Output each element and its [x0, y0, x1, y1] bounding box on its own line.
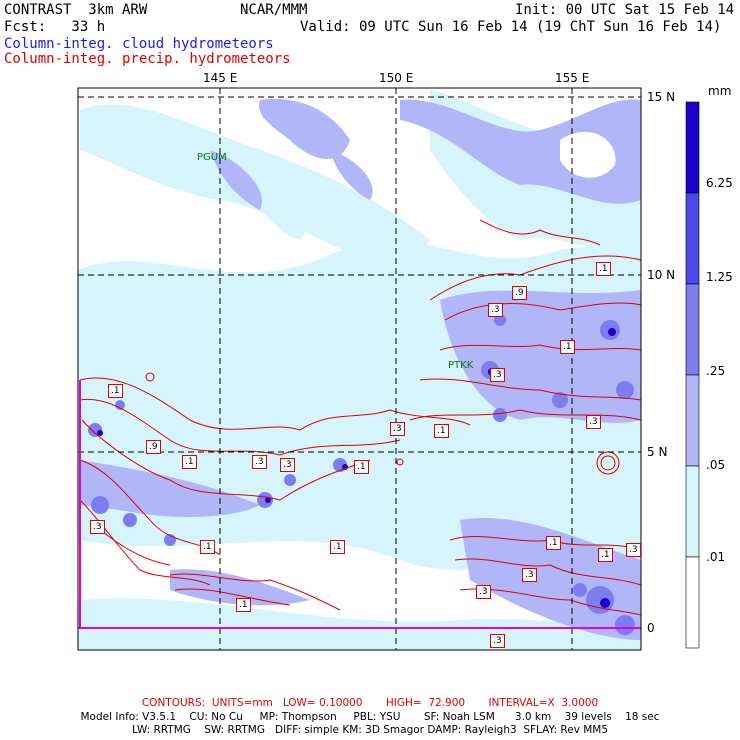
station-ptkk: PTKK [448, 360, 474, 371]
contour-value-label: .3 [252, 455, 267, 469]
contour-value-label: .1 [182, 455, 197, 469]
model-info-line1: Model Info: V3.5.1 CU: No Cu MP: Thompso… [80, 711, 660, 723]
contour-value-label: .3 [90, 520, 105, 534]
colorbar-level-.25: .25 [706, 364, 726, 378]
colorbar-level-1.25: 1.25 [706, 270, 733, 284]
org-label: NCAR/MMM [240, 2, 308, 18]
lat-label-15n: 15 N [647, 90, 676, 104]
contour-value-label: .3 [626, 543, 641, 557]
contour-value-label: .3 [522, 568, 537, 582]
model-info-line2: LW: RRTMG SW: RRTMG DIFF: simple KM: 3D … [131, 724, 609, 736]
forecast-hour: Fcst: 33 h [4, 19, 106, 35]
station-pgum: PGUM [197, 152, 227, 163]
cloud-shading-medium [80, 99, 641, 640]
contour-value-label: .1 [354, 460, 369, 474]
contour-info: CONTOURS: UNITS=mm LOW= 0.10000 HIGH= 72… [141, 697, 599, 709]
contour-value-label: .1 [546, 536, 561, 550]
colorbar-segment [685, 192, 700, 285]
lon-label-145: 145 E [203, 71, 238, 85]
model-title: CONTRAST 3km ARW [4, 2, 148, 18]
colorbar-level-.01: .01 [706, 550, 726, 564]
lat-label-5n: 5 N [647, 445, 668, 459]
contour-value-label: .1 [434, 424, 449, 438]
lat-label-10n: 10 N [647, 268, 676, 282]
colorbar-segment [685, 556, 700, 649]
contour-value-label: .3 [280, 458, 295, 472]
colorbar-unit: mm [708, 84, 732, 98]
colorbar-segment [685, 465, 700, 558]
legend-cloud: Column-integ. cloud hydrometeors [4, 36, 274, 52]
lon-label-155: 155 E [555, 71, 590, 85]
contour-value-label: .1 [560, 340, 575, 354]
colorbar [685, 101, 700, 649]
colorbar-segment [685, 374, 700, 467]
contour-value-label: .3 [488, 303, 503, 317]
colorbar-level-6.25: 6.25 [706, 176, 733, 190]
contour-value-label: .1 [108, 384, 123, 398]
contour-value-label: .3 [586, 415, 601, 429]
legend-precip: Column-integ. precip. hydrometeors [4, 51, 291, 67]
init-time: Init: 00 UTC Sat 15 Feb 14 [515, 2, 735, 18]
colorbar-level-.05: .05 [706, 458, 726, 472]
contour-value-label: .1 [330, 540, 345, 554]
colorbar-segment [685, 101, 700, 194]
contour-value-label: .3 [490, 368, 505, 382]
domain-boundary [79, 380, 641, 629]
colorbar-segment [685, 283, 700, 376]
contour-value-label: .1 [200, 540, 215, 554]
lon-label-150: 150 E [379, 71, 414, 85]
contour-value-label: .9 [146, 440, 161, 454]
lat-label-0: 0 [647, 621, 655, 635]
map-frame [77, 87, 642, 651]
contour-value-label: .1 [598, 548, 613, 562]
contour-value-label: .1 [236, 598, 251, 612]
contour-value-label: .1 [596, 262, 611, 276]
contour-value-label: .9 [512, 286, 527, 300]
contour-value-label: .3 [476, 585, 491, 599]
contour-value-label: .3 [490, 634, 505, 648]
map-field [78, 88, 641, 650]
valid-time: Valid: 09 UTC Sun 16 Feb 14 (19 ChT Sun … [300, 19, 722, 35]
contour-value-label: .3 [390, 422, 405, 436]
